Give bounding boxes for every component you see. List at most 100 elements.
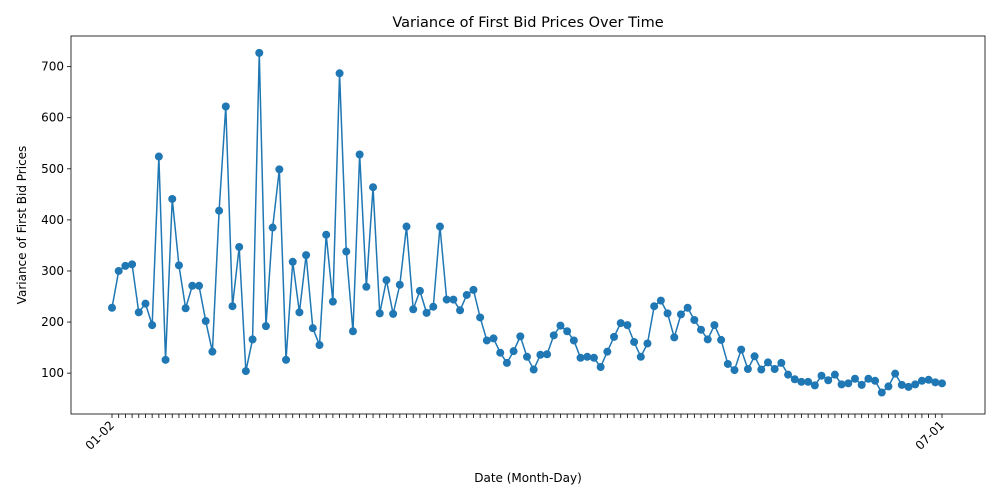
chart-title: Variance of First Bid Prices Over Time <box>392 15 663 31</box>
data-point <box>389 309 398 318</box>
data-point <box>302 251 311 260</box>
data-point <box>395 280 404 289</box>
data-point <box>482 336 491 345</box>
data-point <box>335 69 344 78</box>
data-point <box>683 303 692 312</box>
data-point <box>623 321 632 330</box>
data-point <box>161 355 170 364</box>
data-point <box>717 335 726 344</box>
y-tick-label: 500 <box>41 162 64 176</box>
y-tick-label: 300 <box>41 264 64 278</box>
data-point <box>663 309 672 318</box>
data-point <box>128 260 137 269</box>
plot-frame <box>70 35 986 415</box>
data-point <box>616 319 625 328</box>
data-point <box>743 365 752 374</box>
data-point <box>362 282 371 291</box>
data-point <box>509 347 518 356</box>
data-point <box>476 313 485 322</box>
data-point <box>643 339 652 348</box>
data-point <box>844 379 853 388</box>
x-axis-label: Date (Month-Day) <box>474 471 582 485</box>
data-point <box>703 335 712 344</box>
data-point <box>195 281 204 290</box>
data-point <box>201 317 210 326</box>
data-point <box>409 305 418 314</box>
data-point <box>697 325 706 334</box>
data-point <box>670 333 679 342</box>
data-point <box>603 347 612 356</box>
data-point <box>891 369 900 378</box>
data-point <box>382 276 391 285</box>
data-point <box>911 380 920 389</box>
data-point <box>810 381 819 390</box>
data-point <box>181 304 190 313</box>
data-point <box>797 377 806 386</box>
data-point <box>121 261 130 270</box>
data-point <box>322 230 331 239</box>
data-point <box>174 261 183 270</box>
data-point <box>804 377 813 386</box>
series-line <box>111 52 943 394</box>
data-point <box>650 302 659 311</box>
data-point <box>563 327 572 336</box>
data-point <box>938 379 946 388</box>
data-point <box>884 382 893 391</box>
data-point <box>763 358 772 367</box>
data-point <box>676 310 685 319</box>
data-point <box>429 302 438 311</box>
data-point <box>830 370 839 379</box>
data-point <box>275 165 284 174</box>
data-point <box>549 331 558 340</box>
data-point <box>435 222 444 231</box>
data-point <box>864 374 873 383</box>
x-tick-label: 07-01 <box>913 418 948 453</box>
data-point <box>134 308 143 317</box>
data-point <box>523 352 531 361</box>
data-point <box>315 341 324 350</box>
data-point <box>589 353 598 362</box>
data-point <box>730 366 739 375</box>
y-tick-label: 700 <box>41 60 64 74</box>
data-point <box>449 295 458 304</box>
data-point <box>348 327 357 336</box>
data-point <box>469 285 478 294</box>
data-point <box>817 371 826 380</box>
data-point <box>215 206 224 215</box>
data-point <box>282 355 291 364</box>
data-point <box>850 374 859 383</box>
data-point <box>543 350 552 359</box>
data-point <box>777 358 786 367</box>
data-point <box>208 347 217 356</box>
data-point <box>630 337 639 346</box>
data-point <box>516 332 525 341</box>
data-point <box>757 365 766 374</box>
data-point <box>261 322 270 331</box>
data-point <box>375 309 384 318</box>
data-point <box>288 257 297 266</box>
data-point <box>569 336 578 345</box>
data-point <box>456 306 465 315</box>
data-point <box>583 352 592 361</box>
data-point <box>462 290 471 299</box>
data-point <box>328 297 337 306</box>
data-point <box>228 302 237 311</box>
data-point <box>770 365 779 374</box>
data-point <box>824 376 833 385</box>
data-point <box>442 295 451 304</box>
data-point <box>308 324 317 333</box>
data-point <box>489 334 498 343</box>
data-point <box>931 378 940 387</box>
data-point <box>529 365 538 374</box>
data-point <box>723 359 732 368</box>
data-point <box>576 353 585 362</box>
data-point <box>610 332 619 341</box>
data-point <box>241 367 250 376</box>
y-tick-label: 400 <box>41 213 64 227</box>
data-point <box>188 281 197 290</box>
data-point <box>556 321 565 330</box>
data-point <box>141 299 150 308</box>
data-point <box>295 308 304 317</box>
y-tick-label: 200 <box>41 315 64 329</box>
